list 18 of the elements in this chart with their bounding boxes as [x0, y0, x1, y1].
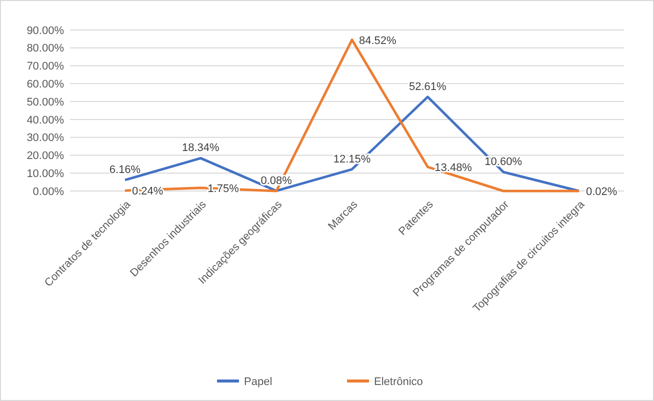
- data-label: 13.48%: [434, 162, 472, 174]
- y-tick-label: 90.00%: [26, 24, 64, 37]
- data-label: 6.16%: [109, 164, 141, 176]
- y-tick-label: 30.00%: [26, 132, 64, 144]
- data-label: 84.52%: [359, 34, 397, 47]
- y-tick-label: 80.00%: [26, 42, 64, 55]
- y-tick-label: 20.00%: [26, 150, 64, 162]
- data-label: 52.61%: [409, 80, 447, 93]
- y-tick-label: 0.00%: [32, 186, 64, 198]
- legend-label: Eletrônico: [374, 376, 423, 388]
- y-tick-label: 70.00%: [26, 60, 64, 73]
- data-label: 0.02%: [586, 186, 618, 198]
- y-tick-label: 40.00%: [26, 114, 64, 126]
- y-tick-label: 10.00%: [26, 168, 64, 180]
- y-tick-label: 60.00%: [26, 78, 64, 91]
- data-label: 18.34%: [182, 142, 220, 154]
- legend-label: Papel: [244, 376, 272, 388]
- y-tick-label: 50.00%: [26, 96, 64, 108]
